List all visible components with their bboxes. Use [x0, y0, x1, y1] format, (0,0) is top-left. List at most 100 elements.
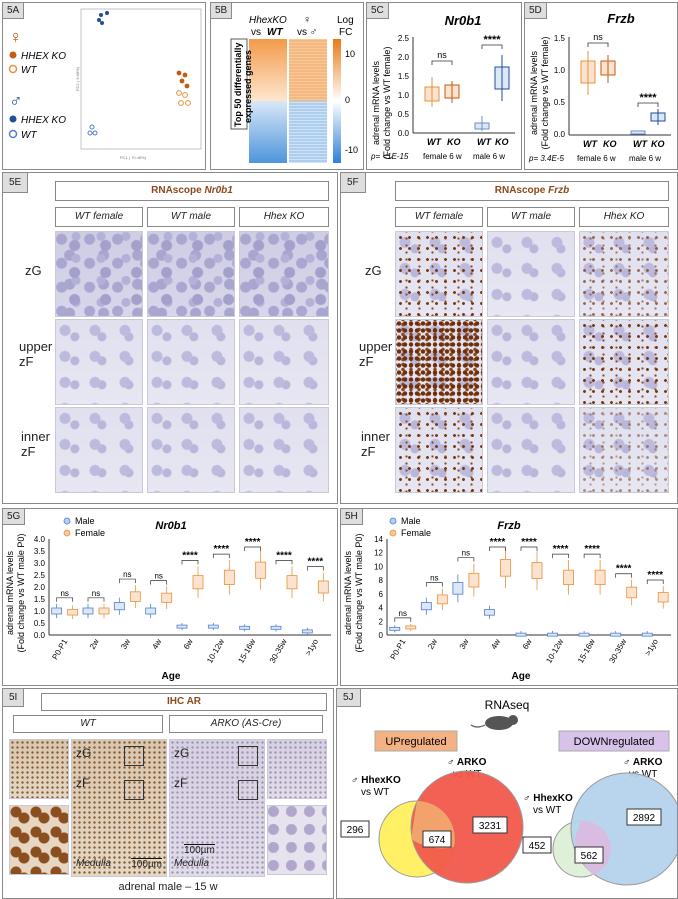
box-female: [98, 607, 110, 615]
panel-5e: 5E RNAscope Nr0b1 WT female WT male Hhex…: [2, 172, 338, 504]
micrograph: [239, 319, 329, 405]
hhex-label: ♂ HhexKO: [351, 775, 401, 786]
arko-vs-down: vs WT: [629, 769, 657, 780]
pca-point: [176, 70, 182, 76]
x-group: WT: [583, 139, 598, 149]
x-tick: 10-12w: [544, 637, 565, 664]
y-tick: 2.5: [34, 571, 46, 580]
legend-bar: [333, 39, 341, 163]
x-tick: 4w: [150, 637, 163, 651]
box-female: [626, 586, 638, 599]
box-male: [239, 625, 251, 630]
pca-point: [182, 92, 188, 98]
legend-wt-male: WT: [21, 130, 37, 141]
y-ticks: 0.0 0.5 1.0 1.5 2.0 2.5: [398, 34, 410, 138]
x-group: KO: [603, 139, 617, 149]
sig-bracket: [457, 557, 475, 562]
pca-point: [182, 72, 188, 78]
y-label-1: adrenal mRNA levels: [529, 50, 539, 135]
box-female: [161, 592, 173, 603]
panel-5i: 5I IHC AR WT ARKO (AS-Cre) zG zF Medulla…: [2, 688, 334, 899]
sig-bracket: [212, 553, 230, 559]
y-tick: 2.0: [398, 53, 410, 62]
pca-point: [179, 78, 185, 84]
x-group: WT: [427, 137, 442, 147]
y-tick: 3.0: [34, 559, 46, 568]
panel-tag: 5B: [211, 3, 233, 19]
box-female: [255, 561, 267, 579]
panel-tag: 5C: [367, 3, 389, 19]
row-label-inner: inner zF: [361, 429, 390, 459]
y-tick: 0.0: [34, 631, 46, 640]
y-tick: 0.0: [554, 130, 566, 139]
heatmap-col-1: [249, 39, 287, 163]
y-tick: 0.5: [34, 619, 46, 628]
col-header: WT male: [147, 207, 235, 227]
sig-label: ****: [245, 537, 261, 548]
box-female: [531, 562, 543, 580]
x-group: KO: [447, 137, 461, 147]
up-label: UPregulated: [385, 736, 446, 748]
up-count-hhex: 296: [347, 825, 364, 836]
sig-label: ns: [462, 549, 470, 558]
chart-5d: Frzb adrenal mRNA levels (Fold change vs…: [528, 11, 671, 163]
y-tick: 1.5: [554, 34, 566, 43]
box-male: [578, 632, 590, 637]
count-box: [574, 846, 604, 864]
x-tick: 2w: [426, 637, 439, 651]
sig-bracket: [489, 546, 506, 551]
x-tick: 6w: [521, 637, 534, 651]
sig-label: ****: [639, 92, 657, 104]
sig-label: ns: [437, 50, 447, 60]
micrograph: [395, 231, 483, 317]
box-female: [223, 569, 235, 586]
pca-point: [176, 90, 182, 96]
y-label-2: (Fold change vs WT female): [540, 37, 550, 150]
down-box: [558, 730, 670, 752]
micrograph: [147, 407, 235, 493]
box-female: [67, 608, 79, 616]
sig-label: ns: [593, 32, 603, 42]
legend-tick-0: 0: [345, 95, 350, 105]
sig-bracket: [520, 546, 538, 551]
x-group: KO: [651, 139, 665, 149]
panel-5c: 5C Nr0b1 adrenal mRNA levels (Fold chang…: [366, 2, 522, 170]
x-tick: 10-12w: [205, 637, 226, 664]
sig-label: ns: [60, 589, 68, 598]
x-label: Age: [512, 671, 531, 682]
micrograph: [55, 319, 143, 405]
sig-label: ns: [399, 609, 407, 618]
pca-plot: ♀ HHEX KO WT ♂ HHEX KO WT PC1 ( 70.4: [8, 8, 202, 160]
heatmap-title-wt: WT: [267, 27, 283, 38]
y-tick: 6: [379, 590, 384, 599]
heatmap: HhexKO vs WT ♀ vs ♂ Log FC 10 0 -10 Top …: [230, 14, 358, 163]
y-tick: 2: [379, 617, 384, 626]
panel-5g: 5G Nr0b1 Male Female adrenal mRNA levels…: [2, 508, 338, 686]
y-tick: 4.0: [34, 535, 46, 544]
legend-ko-male-marker: [9, 115, 17, 123]
micrograph: [487, 407, 575, 493]
micrograph: [579, 319, 669, 405]
section-wt: zG zF Medulla 100µm: [71, 739, 167, 877]
x-tick: >1yo: [303, 637, 320, 657]
hhex-label-down: ♂ HhexKO: [523, 793, 573, 804]
sig-label: ns: [154, 572, 162, 581]
box-male: [301, 629, 313, 634]
y-tick: 1.5: [34, 595, 46, 604]
sig-label: ****: [182, 550, 198, 561]
legend-title-1: Log: [337, 15, 354, 26]
zoom-wt-zg: [9, 739, 69, 799]
down-count-hhex: 452: [529, 841, 546, 852]
hhex-vs-down: vs WT: [533, 805, 561, 816]
label-zf: zF: [174, 776, 188, 790]
y-tick: 14: [374, 535, 383, 544]
x-group: WT: [633, 139, 648, 149]
legend-female-marker: [389, 529, 397, 537]
y-tick: 4: [379, 604, 384, 613]
zoom-wt-zf: [9, 805, 69, 875]
panel-tag: 5J: [337, 689, 361, 707]
legend-male-marker: [63, 517, 71, 525]
sig-label: ns: [430, 574, 438, 583]
panel-5f: 5F RNAscope Frzb WT female WT male Hhex …: [340, 172, 678, 504]
mouse-icon: [470, 715, 518, 730]
